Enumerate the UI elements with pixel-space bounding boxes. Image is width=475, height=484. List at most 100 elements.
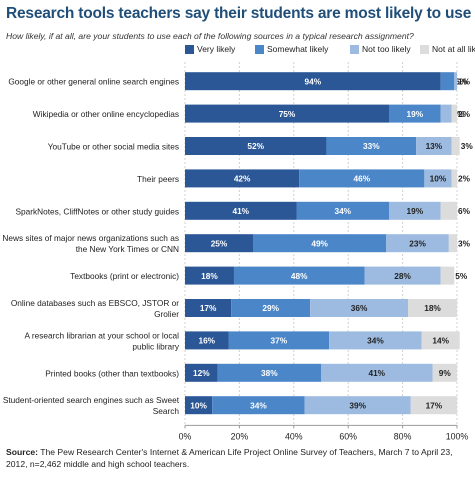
legend-swatch <box>185 44 194 54</box>
data-label: 12% <box>193 368 210 378</box>
data-label: 39% <box>349 400 366 410</box>
chart-title: Research tools teachers say their studen… <box>6 5 472 22</box>
data-label: 9% <box>439 368 452 378</box>
legend-swatch <box>350 44 359 54</box>
data-label: 19% <box>407 109 424 119</box>
bar-segment <box>424 169 452 188</box>
data-label: 23% <box>409 238 426 248</box>
category-label: Their peers <box>137 174 179 184</box>
bar-segment <box>185 234 253 253</box>
legend-label: Somewhat likely <box>267 44 329 54</box>
category-label: Online databases such as EBSCO, JSTOR or <box>11 298 179 308</box>
data-label: 3% <box>458 238 471 248</box>
data-label: 33% <box>363 141 380 151</box>
bar-segment <box>440 104 452 123</box>
data-label: 29% <box>262 303 279 313</box>
bar-segment <box>185 104 389 123</box>
bar-segment <box>410 396 457 415</box>
bar-segment <box>185 266 234 285</box>
source-text: The Pew Research Center's Internet & Ame… <box>6 447 453 469</box>
data-label: 19% <box>407 206 424 216</box>
x-tick-label: 100% <box>446 431 469 441</box>
data-label: 34% <box>250 400 267 410</box>
bar-segment <box>321 363 433 382</box>
chart-legend: Very likely Somewhat likely Not too likely… <box>185 44 475 56</box>
data-label: 17% <box>426 400 443 410</box>
legend-swatch <box>420 44 429 54</box>
data-label: 13% <box>426 141 443 151</box>
bar-segment <box>408 299 457 317</box>
bar-segment <box>432 363 457 382</box>
bar-segment <box>389 201 441 220</box>
bar-segment <box>231 299 311 317</box>
data-label: 18% <box>201 271 218 281</box>
data-label: 49% <box>311 238 328 248</box>
stacked-bar-chart: Google or other general online search en… <box>2 62 474 441</box>
category-label: YouTube or other social media sites <box>48 142 179 152</box>
data-label: 42% <box>234 174 251 184</box>
data-label: 3% <box>461 141 474 151</box>
bar-segment <box>185 331 229 350</box>
x-tick-label: 80% <box>394 431 412 441</box>
data-label: 16% <box>198 336 215 346</box>
legend-item: Very likely <box>185 44 235 54</box>
bar-segment <box>386 234 449 253</box>
bar-segment <box>440 266 455 285</box>
category-label: A research librarian at your school or l… <box>25 330 180 340</box>
data-label: 48% <box>291 271 308 281</box>
bar-segment <box>440 72 455 91</box>
bar-segment <box>389 104 441 123</box>
data-label: 6% <box>458 206 471 216</box>
category-label: Wikipedia or other online encyclopedias <box>33 109 179 119</box>
data-label: 94% <box>305 76 322 86</box>
bar-segment <box>448 234 457 253</box>
source-note: Source: The Pew Research Center's Intern… <box>6 447 470 470</box>
data-label: 34% <box>334 206 351 216</box>
bar-segment <box>416 137 452 155</box>
data-label: 34% <box>367 336 384 346</box>
bar-segment <box>310 299 409 317</box>
legend-item: Not at all likely <box>420 44 475 54</box>
category-label: News sites of major news organizations s… <box>2 233 179 243</box>
bar-segment <box>185 201 297 220</box>
bar-segment <box>304 396 411 415</box>
bar-segment <box>185 137 327 155</box>
category-label: SparkNotes, CliffNotes or other study gu… <box>15 206 179 216</box>
legend-item: Somewhat likely <box>255 44 328 54</box>
bar-segment <box>451 137 460 155</box>
data-label: 18% <box>424 303 441 313</box>
chart-subtitle: How likely, if at all, are your students… <box>6 31 414 41</box>
legend-swatch <box>255 44 264 54</box>
bar-segment <box>454 72 457 91</box>
data-label: 14% <box>432 336 449 346</box>
data-label: 5% <box>455 76 468 86</box>
bar-segment <box>253 234 387 253</box>
data-label: 10% <box>430 174 447 184</box>
data-label: 17% <box>200 303 217 313</box>
x-tick-label: 0% <box>179 431 192 441</box>
category-label: Textbooks (print or electronic) <box>70 271 179 281</box>
x-tick-label: 40% <box>285 431 303 441</box>
data-label: 4% <box>453 109 466 119</box>
data-label: 41% <box>368 368 385 378</box>
bar-segment <box>212 396 305 415</box>
bar-segment <box>233 266 365 285</box>
bar-segment <box>185 396 213 415</box>
category-label: Printed books (other than textbooks) <box>45 368 179 378</box>
bar-segment <box>364 266 441 285</box>
bar-segment <box>451 169 457 188</box>
data-label: 5% <box>455 271 468 281</box>
data-label: 2% <box>458 109 471 119</box>
bar-segment <box>296 201 389 220</box>
data-label: 25% <box>211 238 228 248</box>
category-label: public library <box>132 341 179 351</box>
legend-item: Not too likely <box>350 44 411 54</box>
x-tick-label: 20% <box>231 431 249 441</box>
category-label: Student-oriented search engines such as … <box>3 395 180 405</box>
legend-label: Very likely <box>197 44 236 54</box>
data-label: 10% <box>190 400 207 410</box>
category-label: Grolier <box>154 309 179 319</box>
legend-label: Not at all likely <box>432 44 475 54</box>
bar-segment <box>299 169 425 188</box>
bar-segment <box>326 137 417 155</box>
